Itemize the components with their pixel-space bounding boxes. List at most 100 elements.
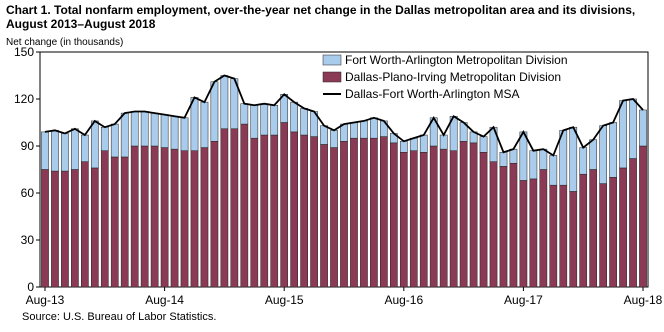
bar [459,141,468,288]
bar [419,152,428,288]
bar [180,117,189,151]
bar [370,137,378,288]
bar [419,134,428,153]
y-tick-label: 120 [14,92,34,106]
bar [190,97,199,151]
bar [489,161,498,288]
bar [589,169,598,288]
bar [170,115,179,150]
bar [370,117,378,139]
legend-swatch [322,54,342,66]
bar [360,137,368,288]
bar [360,120,368,139]
bar [409,137,418,151]
bar [51,170,59,288]
y-tick-label: 60 [21,186,35,200]
bar [399,152,408,288]
bar [629,98,637,159]
y-tick-label: 150 [14,45,34,59]
bar [130,145,139,288]
x-tick-label: Aug-17 [504,293,543,307]
bar [559,184,568,288]
y-axis-label: Net change (in thousands) [6,37,123,48]
bar [439,148,448,288]
line [44,74,644,157]
bar [389,142,398,288]
bar [469,142,478,288]
bar [61,170,69,288]
bar [589,139,598,170]
bar [579,173,588,288]
bar [230,128,239,288]
x-tick-label: Aug-18 [624,293,663,307]
bar [41,131,49,170]
bar [270,134,279,288]
bar [549,155,558,186]
bar [41,169,49,288]
legend-swatch [322,71,342,83]
bar [200,101,209,148]
chart-title: Chart 1. Total nonfarm employment, over-… [6,3,635,17]
x-tick-label: Aug-14 [145,293,184,307]
bar [150,145,159,288]
legend-label: Dallas-Plano-Irving Metropolitan Divisio… [345,70,561,84]
bar [330,147,338,288]
bar [529,150,538,180]
bar [250,105,259,139]
bar [90,120,99,169]
bar [599,183,607,288]
bar [140,145,149,288]
bar [579,147,588,175]
bar [350,122,358,139]
bar [539,169,548,288]
bar [200,147,209,288]
bar [90,167,99,288]
bar [120,112,129,158]
bar [639,145,647,288]
bar [599,125,607,184]
bar [320,144,328,288]
x-tick-label: Aug-16 [384,293,423,307]
bar [250,137,259,288]
bar [51,130,59,172]
bar [100,150,109,288]
bar [240,123,249,288]
bar [260,103,269,136]
bar [210,81,219,142]
bar [240,103,249,125]
bar [160,147,169,288]
bar [569,126,578,192]
bar [260,134,269,288]
y-tick-label: 0 [27,280,34,294]
bar [439,134,448,150]
legend-label: Fort Worth-Arlington Metropolitan Divisi… [345,53,568,67]
bar [61,133,69,172]
bar [100,126,109,151]
bar [569,191,578,288]
bar [180,150,189,288]
bar [270,105,279,136]
bar [619,100,627,169]
bar [449,150,458,288]
chart-subtitle: August 2013–August 2018 [6,17,156,31]
bar [479,136,488,153]
bar [71,169,79,288]
bar [210,141,219,288]
bar [110,123,119,158]
bar [499,166,508,288]
bar [639,109,647,147]
bar [619,167,627,288]
bar [150,112,159,147]
bar [509,148,518,164]
bar [280,122,289,288]
bar [220,75,229,130]
x-tick-label: Aug-15 [265,293,304,307]
bar [340,141,348,288]
bar [300,134,308,288]
bar [549,184,558,288]
bar [539,148,548,170]
bar [220,128,229,288]
bar [300,108,308,136]
bar [609,177,617,288]
